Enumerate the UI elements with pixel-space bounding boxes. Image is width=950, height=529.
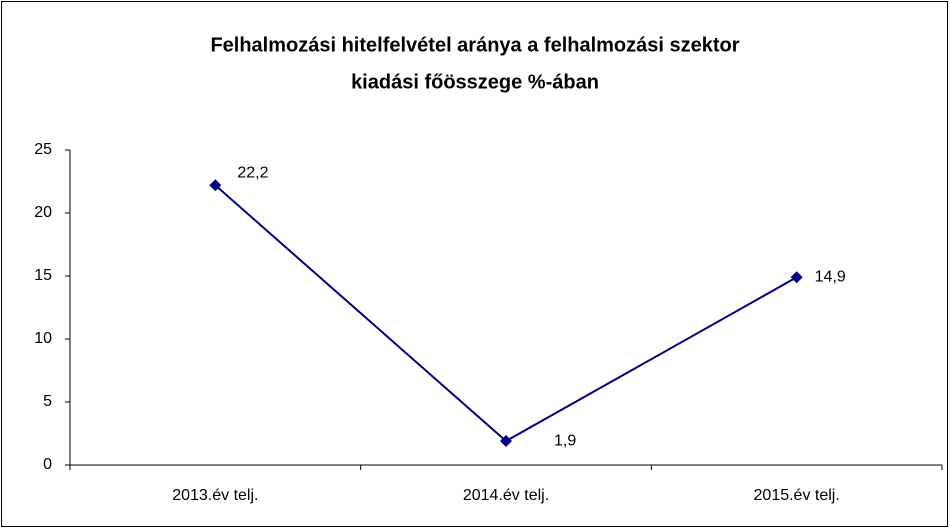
chart-title: Felhalmozási hitelfelvétel aránya a felh… (210, 34, 739, 56)
chart-title: kiadási főösszege %-ában (351, 71, 599, 93)
data-label: 1,9 (554, 432, 576, 449)
data-label: 14,9 (815, 268, 846, 285)
y-tick-label: 0 (43, 456, 52, 473)
y-tick-label: 25 (34, 141, 52, 158)
y-tick-label: 5 (43, 393, 52, 410)
data-point (790, 271, 803, 284)
x-tick-label: 2013.év telj. (172, 487, 258, 504)
y-tick-label: 10 (34, 330, 52, 347)
data-point (500, 435, 512, 448)
data-label: 22,2 (237, 164, 268, 181)
x-tick-label: 2014.év telj. (463, 487, 549, 504)
x-tick-label: 2015.év telj. (754, 487, 840, 504)
y-tick-label: 15 (34, 267, 52, 284)
data-point (209, 179, 222, 192)
y-tick-label: 20 (34, 204, 52, 221)
